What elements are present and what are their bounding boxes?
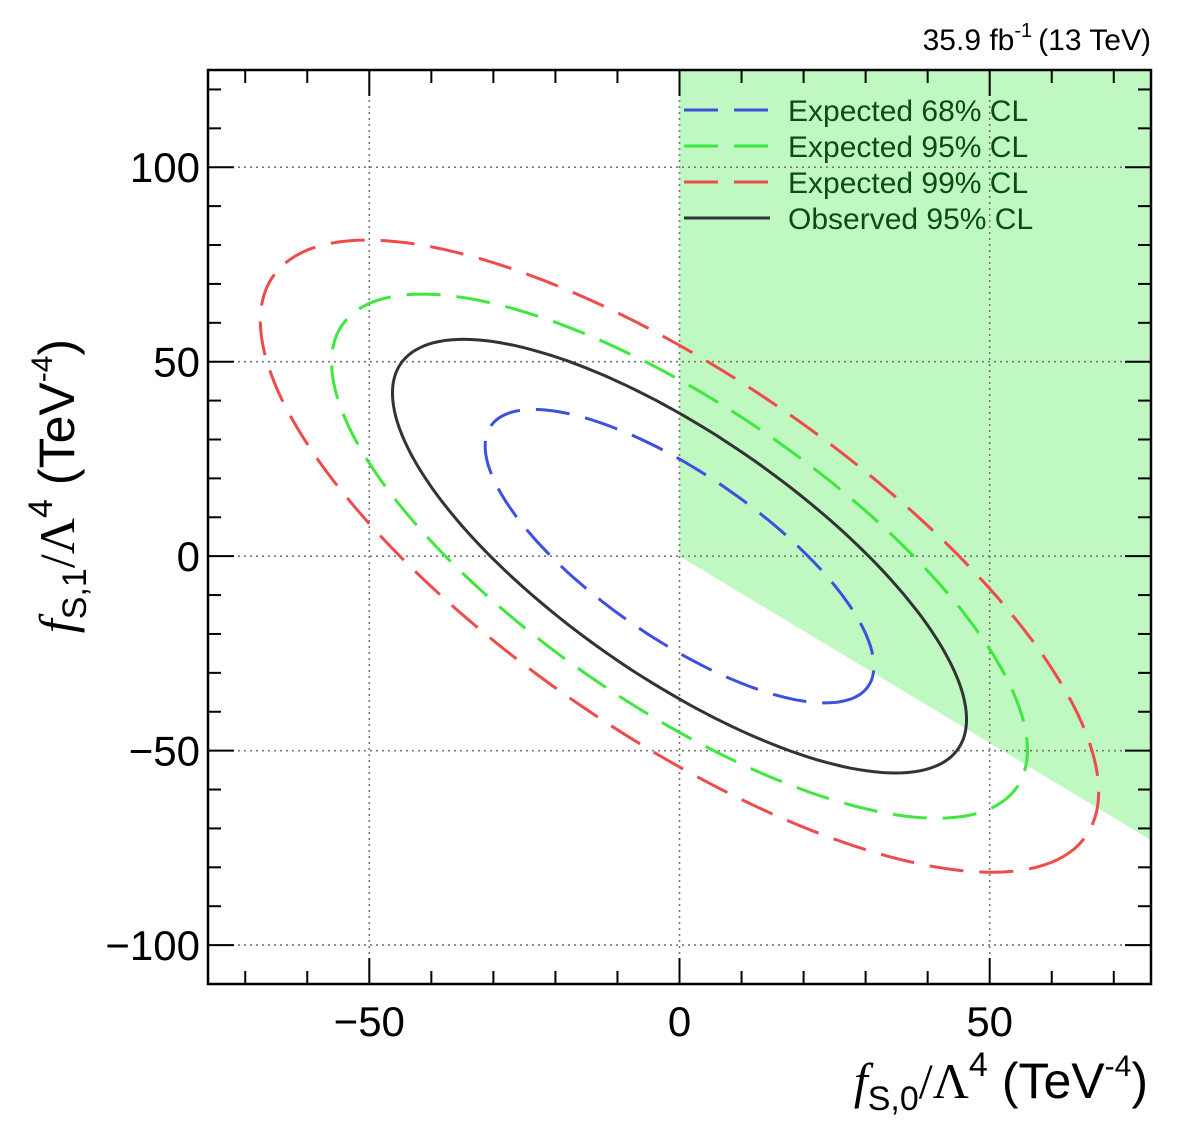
x-tick-labels: −50 0 50 xyxy=(334,998,1013,1045)
y-tick-labels: −100 −50 0 50 100 xyxy=(105,144,200,969)
legend-label: Expected 99% CL xyxy=(788,167,1028,200)
y-axis-title: fS,1/Λ4(TeV-4) xyxy=(22,339,94,633)
contours xyxy=(258,238,1101,874)
luminosity-label: 35.9 fb-1 (13 TeV) xyxy=(923,20,1151,57)
y-tick-label: 0 xyxy=(177,533,200,580)
y-tick-label: 100 xyxy=(130,144,200,191)
axis-ticks xyxy=(208,70,1151,984)
x-axis-title: fS,0/Λ4 (TeV-4) xyxy=(854,1046,1148,1118)
contour-observed-95-cl xyxy=(391,337,968,775)
allowed-region-shading xyxy=(679,70,1151,841)
contour-expected-68-cl xyxy=(483,407,876,705)
y-tick-label: 50 xyxy=(153,339,200,386)
y-tick-label: −50 xyxy=(129,728,200,775)
x-tick-label: −50 xyxy=(334,998,405,1045)
y-tick-label: −100 xyxy=(105,922,200,969)
contour-expected-95-cl xyxy=(330,292,1029,820)
grid-lines xyxy=(208,70,1151,984)
legend-label: Observed 95% CL xyxy=(788,203,1033,236)
legend-label: Expected 95% CL xyxy=(788,131,1028,164)
contour-expected-99-cl xyxy=(258,238,1101,874)
x-tick-label: 0 xyxy=(668,998,691,1045)
legend-label: Expected 68% CL xyxy=(788,95,1028,128)
x-tick-label: 50 xyxy=(966,998,1013,1045)
